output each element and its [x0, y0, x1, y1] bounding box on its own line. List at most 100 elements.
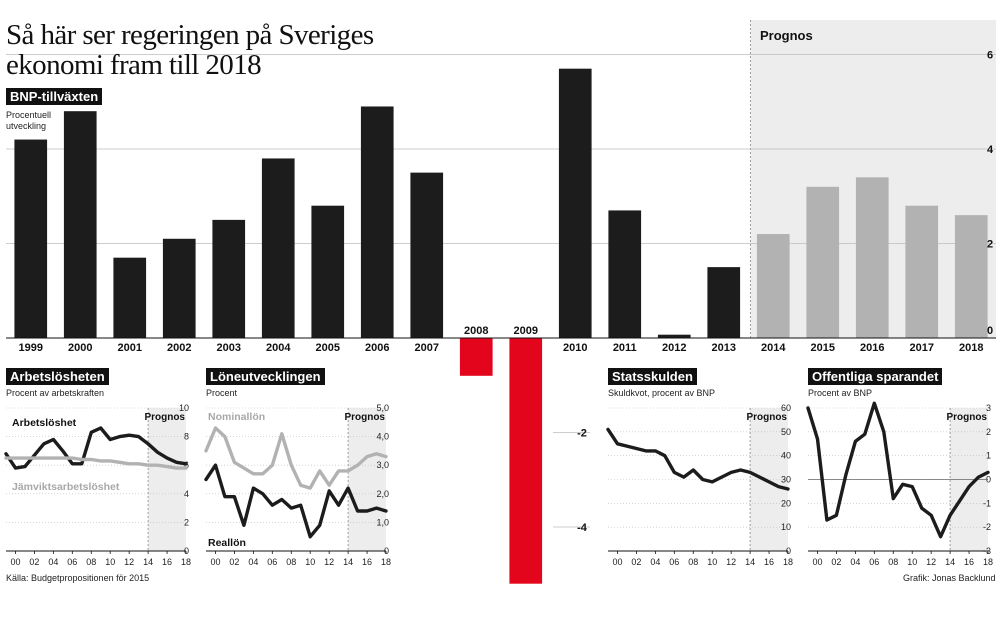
- bar-2014: [756, 234, 790, 338]
- loneutveckling-x-tick-06: 06: [267, 557, 277, 567]
- arbetsloshet-y-tick: 8: [184, 432, 189, 442]
- loneutveckling-series-line-0: [204, 426, 388, 490]
- offentliga-x-tick-00: 00: [812, 557, 822, 567]
- bar-2003: [212, 219, 246, 338]
- statsskulden-y-tick: 10: [781, 522, 791, 532]
- offentliga-x-tick-04: 04: [850, 557, 860, 567]
- graphics-credit: Grafik: Jonas Backlund: [903, 573, 996, 583]
- loneutveckling-x-tick-00: 00: [210, 557, 220, 567]
- arbetsloshet-x-tick-18: 18: [181, 557, 191, 567]
- statsskulden-y-tick: 40: [781, 451, 791, 461]
- offentliga-x-tick-10: 10: [907, 557, 917, 567]
- x-tick-label-2000: 2000: [68, 342, 92, 354]
- bnp-subtitle: Procentuell utveckling: [6, 110, 52, 131]
- x-tick-label-2004: 2004: [266, 342, 291, 354]
- loneutveckling-forecast-label: Prognos: [344, 412, 385, 423]
- x-tick-label-2013: 2013: [712, 342, 736, 354]
- x-tick-label-2014: 2014: [761, 342, 786, 354]
- statsskulden-chart: 0 10 20 30 40 50 60 00 02 04 06 08 10 12 14 16 18 Prognos: [606, 403, 793, 567]
- offentliga-y-tick: 3: [986, 403, 991, 413]
- loneutveckling-y-tick: 4,0: [376, 432, 389, 442]
- loneutveckling-y-tick: 1,0: [376, 517, 389, 527]
- arbetsloshet-series-label-0: Arbetslöshet: [12, 417, 77, 429]
- y-tick-label-0: 0: [987, 325, 993, 337]
- page-title-line-2: ekonomi fram till 2018: [6, 49, 262, 81]
- bar-2005: [311, 205, 345, 338]
- arbetsloshet-forecast-label: Prognos: [144, 412, 185, 423]
- statsskulden-y-tick: 50: [781, 427, 791, 437]
- statsskulden-x-tick-06: 06: [669, 557, 679, 567]
- loneutveckling-forecast-area: [348, 408, 386, 551]
- arbetsloshet-y-tick: 10: [179, 403, 189, 413]
- bar-2016: [855, 177, 889, 338]
- bnp-title: BNP-tillväxten: [6, 88, 103, 105]
- loneutveckling-x-tick-18: 18: [381, 557, 391, 567]
- bar-2011: [608, 210, 642, 338]
- x-tick-label-1999: 1999: [19, 342, 43, 354]
- y-tick-label-2: 2: [987, 239, 993, 251]
- bar-2000: [63, 111, 97, 338]
- offentliga-series-line-0: [806, 401, 990, 539]
- arbetsloshet-series-line-1: [4, 456, 188, 470]
- bar-2002: [162, 238, 196, 338]
- arbetsloshet-x-tick-16: 16: [162, 557, 172, 567]
- offentliga-y-tick: 2: [986, 427, 991, 437]
- arbetsloshet-series-label-1: Jämviktsarbetslöshet: [12, 481, 120, 493]
- y-tick-label--2: -2: [577, 428, 587, 440]
- offentliga-x-tick-18: 18: [983, 557, 993, 567]
- x-tick-label-2010: 2010: [563, 342, 587, 354]
- loneutveckling-x-tick-12: 12: [324, 557, 334, 567]
- bar-2009: [509, 338, 543, 584]
- arbetsloshet-title: Arbetslösheten: [6, 368, 109, 385]
- arbetsloshet-x-tick-06: 06: [67, 557, 77, 567]
- bar-2004: [261, 158, 295, 338]
- offentliga-y-tick: -2: [983, 522, 991, 532]
- statsskulden-forecast-label: Prognos: [746, 412, 787, 423]
- statsskulden-x-tick-10: 10: [707, 557, 717, 567]
- offentliga-title: Offentliga sparandet: [808, 368, 943, 385]
- offentliga-x-tick-08: 08: [888, 557, 898, 567]
- bar-2010: [558, 68, 592, 339]
- x-tick-label-2012: 2012: [662, 342, 686, 354]
- loneutveckling-series-line-1: [204, 463, 388, 539]
- x-tick-label-2005: 2005: [316, 342, 340, 354]
- statsskulden-x-tick-12: 12: [726, 557, 736, 567]
- loneutveckling-series-label-0: Nominallön: [208, 411, 265, 423]
- x-tick-label-2009: 2009: [514, 325, 538, 337]
- bnp-forecast-label: Prognos: [760, 28, 813, 43]
- arbetsloshet-x-tick-12: 12: [124, 557, 134, 567]
- x-tick-label-2003: 2003: [217, 342, 241, 354]
- arbetsloshet-forecast-area: [148, 408, 186, 551]
- statsskulden-forecast-area: [750, 408, 788, 551]
- arbetsloshet-y-tick: 4: [184, 489, 189, 499]
- statsskulden-y-tick: 30: [781, 475, 791, 485]
- offentliga-y-tick: 0: [986, 475, 991, 485]
- loneutveckling-y-tick: 0: [384, 546, 389, 556]
- bar-2013: [707, 267, 741, 338]
- bar-2018: [954, 215, 988, 338]
- statsskulden-y-tick: 60: [781, 403, 791, 413]
- arbetsloshet-x-tick-14: 14: [143, 557, 153, 567]
- loneutveckling-x-tick-08: 08: [286, 557, 296, 567]
- loneutveckling-y-tick: 5,0: [376, 403, 389, 413]
- loneutveckling-x-tick-10: 10: [305, 557, 315, 567]
- bar-2001: [113, 257, 147, 338]
- statsskulden-x-tick-08: 08: [688, 557, 698, 567]
- loneutveckling-series-label-1: Reallön: [208, 537, 246, 549]
- offentliga-y-tick: -1: [983, 498, 991, 508]
- statsskulden-x-tick-02: 02: [631, 557, 641, 567]
- statsskulden-title: Statsskulden: [608, 368, 697, 385]
- loneutveckling-y-tick: 3,0: [376, 460, 389, 470]
- statsskulden-x-tick-16: 16: [764, 557, 774, 567]
- statsskulden-series-line-0: [606, 427, 790, 491]
- arbetsloshet-subtitle: Procent av arbetskraften: [6, 388, 105, 398]
- y-tick-label-4: 4: [987, 144, 994, 156]
- statsskulden-subtitle: Skuldkvot, procent av BNP: [608, 388, 716, 398]
- statsskulden-x-tick-14: 14: [745, 557, 755, 567]
- loneutveckling-x-tick-02: 02: [229, 557, 239, 567]
- x-tick-label-2008: 2008: [464, 325, 488, 337]
- bar-2006: [360, 106, 394, 338]
